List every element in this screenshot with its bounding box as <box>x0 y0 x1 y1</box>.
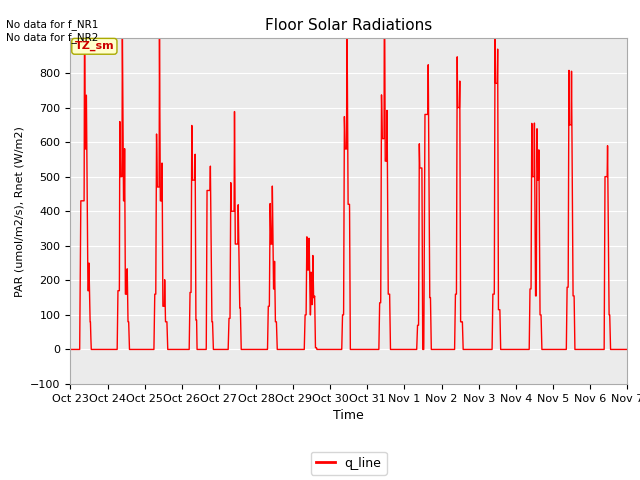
Text: No data for f_NR1
No data for f_NR2: No data for f_NR1 No data for f_NR2 <box>6 19 99 43</box>
Legend: q_line: q_line <box>311 452 387 475</box>
X-axis label: Time: Time <box>333 409 364 422</box>
Title: Floor Solar Radiations: Floor Solar Radiations <box>265 18 433 33</box>
Y-axis label: PAR (umol/m2/s), Rnet (W/m2): PAR (umol/m2/s), Rnet (W/m2) <box>15 126 25 297</box>
Text: TZ_sm: TZ_sm <box>75 41 114 51</box>
